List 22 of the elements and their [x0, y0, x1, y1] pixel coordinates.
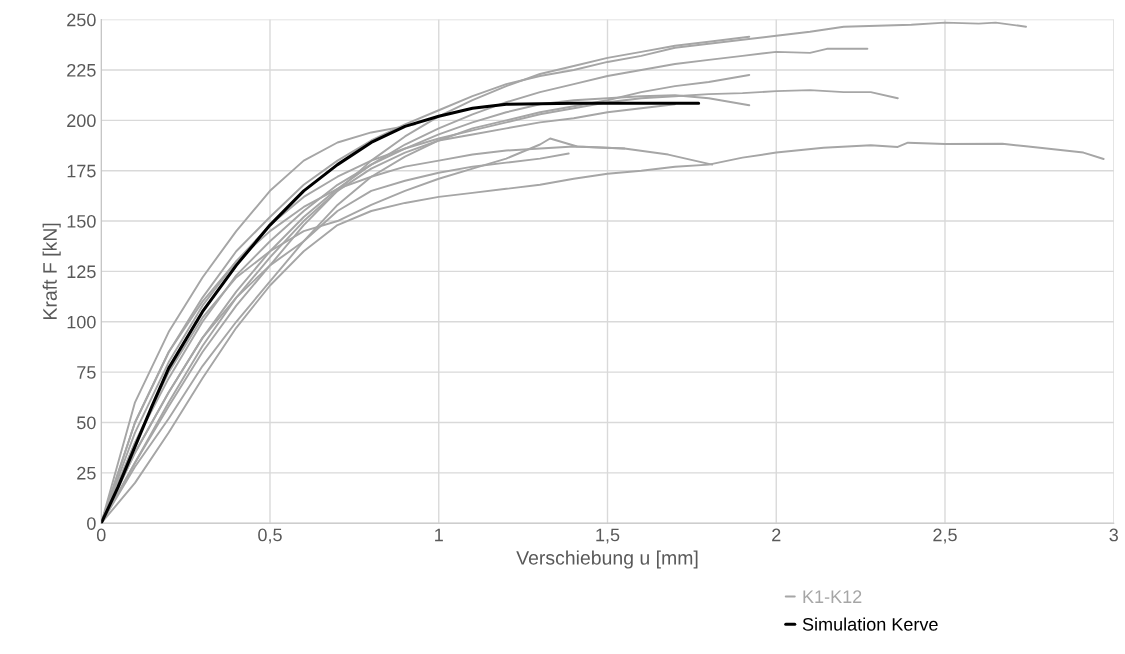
x-tick-label: 3	[1109, 528, 1118, 542]
y-tick-label: 25	[77, 466, 96, 480]
x-tick-label: 2,5	[933, 528, 957, 544]
y-tick-label: 200	[67, 114, 96, 128]
x-axis-title: Verschiebung u [mm]	[516, 550, 698, 569]
x-tick-label: 1	[435, 528, 443, 542]
y-tick-label: 225	[67, 63, 96, 77]
x-tick-label: 0	[96, 528, 106, 542]
y-tick-label: 150	[67, 214, 96, 228]
y-tick-label: 50	[77, 416, 96, 430]
y-tick-label: 175	[67, 164, 96, 178]
y-tick-label: 100	[67, 315, 96, 329]
y-tick-label: 125	[67, 265, 96, 279]
x-tick-label: 2	[772, 528, 781, 542]
legend-label: Simulation Kerve	[802, 617, 938, 631]
y-tick-label: 75	[77, 366, 96, 379]
y-axis-title: Kraft F [kN]	[42, 223, 61, 319]
y-tick-label: 250	[67, 13, 96, 27]
legend-label: K1-K12	[803, 590, 862, 603]
x-tick-label: 0,5	[258, 528, 282, 544]
x-tick-label: 1,5	[596, 528, 620, 544]
y-tick-label: 0	[87, 517, 96, 530]
